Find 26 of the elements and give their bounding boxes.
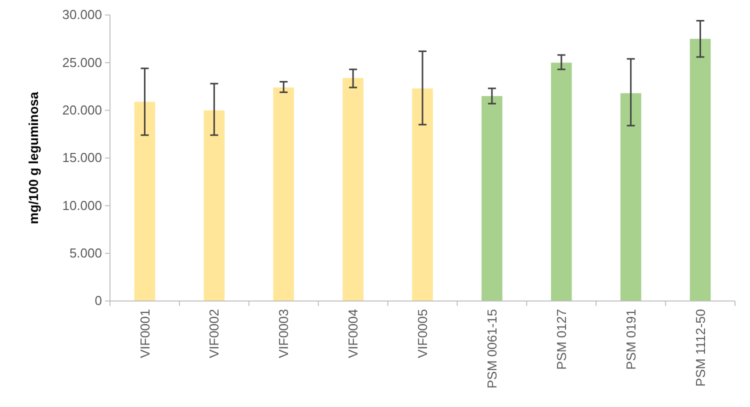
x-tick-label: PSM 0191 [623, 309, 638, 370]
bar [550, 62, 572, 301]
x-tick-label: VIF0005 [415, 309, 430, 358]
bar [690, 38, 711, 301]
bar [482, 96, 502, 301]
x-tick-label: PSM 0061-15 [484, 309, 500, 388]
x-tick-label: VIF0003 [276, 309, 292, 358]
y-tick-label: 15.000 [62, 150, 102, 166]
y-tick-label: 10.000 [62, 198, 102, 213]
y-axis-title: mg/100 g leguminosa [26, 91, 41, 224]
x-tick-label: VIF0004 [346, 309, 361, 358]
bar [412, 88, 433, 301]
x-tick-label: PSM 1112-50 [692, 309, 708, 387]
bar [620, 93, 642, 301]
bar [273, 87, 294, 301]
y-tick-label: 30.000 [62, 7, 102, 22]
y-tick-label: 25.000 [62, 54, 102, 70]
x-tick-label: VIF0001 [137, 309, 152, 358]
x-tick-label: VIF0002 [206, 309, 222, 358]
x-tick-label: PSM 0127 [554, 309, 569, 370]
y-tick-label: 20.000 [62, 102, 102, 118]
bar [204, 110, 225, 301]
y-tick-label: 5.000 [69, 245, 102, 260]
y-tick-label: 0 [94, 293, 102, 308]
bar [342, 78, 364, 301]
bar [134, 102, 156, 301]
